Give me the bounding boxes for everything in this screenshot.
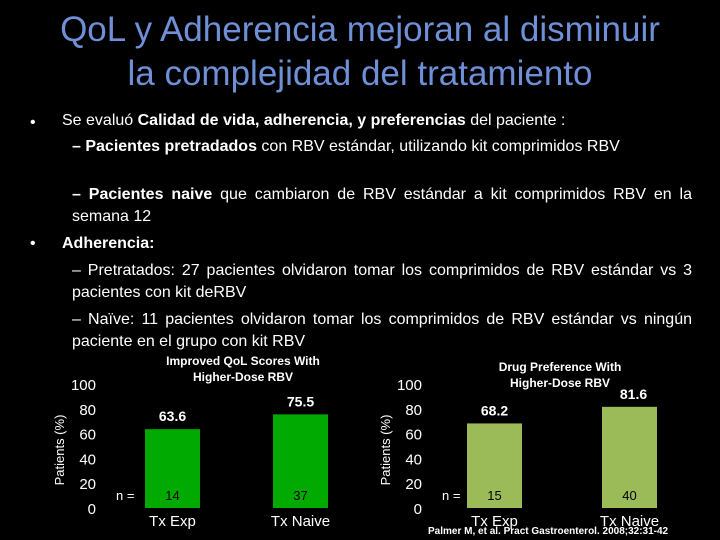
sub-bullet-1-bold: – Pacientes pretradados <box>72 138 257 155</box>
bullet-1: Se evaluó Calidad de vida, adherencia, y… <box>62 110 692 132</box>
chart-2-bar <box>467 423 522 508</box>
sub-bullet-2-text: que cambiaron de RBV estándar a kit comp… <box>72 186 692 225</box>
chart-1-ytick: 80 <box>79 402 96 419</box>
chart-2-ylabel: Patients (%) <box>378 415 393 486</box>
sub-bullet-1: – Pacientes pretradados con RBV estándar… <box>72 136 692 158</box>
chart-1-bar <box>145 429 200 508</box>
bullet-2: Adherencia: <box>62 233 692 255</box>
chart-1-ytick: 20 <box>79 476 96 493</box>
title-line-2: la complejidad del tratamiento <box>127 54 593 93</box>
chart-2-category-label: Tx Exp <box>471 513 518 530</box>
chart-1-ytick: 40 <box>79 451 96 468</box>
chart-2-ytick: 40 <box>405 451 422 468</box>
chart-2-ytick: 20 <box>405 476 422 493</box>
chart-1-ylabel: Patients (%) <box>52 415 67 486</box>
chart-1-ytick: 0 <box>88 501 96 518</box>
title-line-1: QoL y Adherencia mejoran al disminuir <box>60 10 660 49</box>
chart-2-category-label: Tx Naive <box>600 513 659 530</box>
chart-1-category-label: Tx Naive <box>271 513 330 530</box>
chart-1-n-prefix: n = <box>116 488 134 503</box>
bullet-1-pre: Se evaluó <box>62 112 138 129</box>
bullet-dot-1: • <box>30 114 36 131</box>
sub-bullet-2-bold: – Pacientes naive <box>72 186 213 203</box>
chart-1-ytick: 100 <box>71 377 96 394</box>
chart-2-title-line-1: Drug Preference With <box>499 360 622 374</box>
sub-bullet-4: – Naïve: 11 pacientes olvidaron tomar lo… <box>72 311 692 350</box>
chart-2-bar <box>602 406 657 508</box>
chart-1-value-label: 63.6 <box>159 408 186 424</box>
bullet-2-bold: Adherencia: <box>62 235 155 252</box>
chart-2-n-value: 40 <box>622 488 636 503</box>
sub-bullet-3: – Pretratados: 27 pacientes olvidaron to… <box>72 262 692 301</box>
chart-2-ytick: 100 <box>397 377 422 394</box>
bullet-1-bold: Calidad de vida, adherencia, y preferenc… <box>137 112 466 129</box>
chart-1-ytick: 60 <box>79 427 96 444</box>
citation: Palmer M, et al. Pract Gastroenterol. 20… <box>428 526 669 537</box>
chart-1-n-value: 37 <box>293 488 307 503</box>
chart-2-n-prefix: n = <box>442 488 460 503</box>
chart-2-title-line-2: Higher-Dose RBV <box>510 376 610 390</box>
chart-1-category-label: Tx Exp <box>149 513 196 530</box>
chart-2-ytick: 80 <box>405 402 422 419</box>
chart-1-n-value: 14 <box>165 488 179 503</box>
chart-1-title-line-2: Higher-Dose RBV <box>193 370 293 384</box>
chart-2-ytick: 60 <box>405 427 422 444</box>
bullet-dot-2: • <box>30 235 36 252</box>
chart-2-value-label: 68.2 <box>481 402 508 418</box>
chart-2-n-value: 15 <box>487 488 501 503</box>
chart-1-title-line-1: Improved QoL Scores With <box>166 354 320 368</box>
chart-1-value-label: 75.5 <box>287 393 314 409</box>
chart-1-bar <box>273 414 328 508</box>
sub-bullet-1-text: con RBV estándar, utilizando kit comprim… <box>256 138 620 155</box>
bullet-1-post: del paciente : <box>465 112 566 129</box>
chart-2-ytick: 0 <box>414 501 422 518</box>
chart-2-value-label: 81.6 <box>620 386 647 402</box>
sub-bullet-2: – Pacientes naive que cambiaron de RBV e… <box>72 184 692 228</box>
slide-title: QoL y Adherencia mejoran al disminuir la… <box>0 8 720 96</box>
